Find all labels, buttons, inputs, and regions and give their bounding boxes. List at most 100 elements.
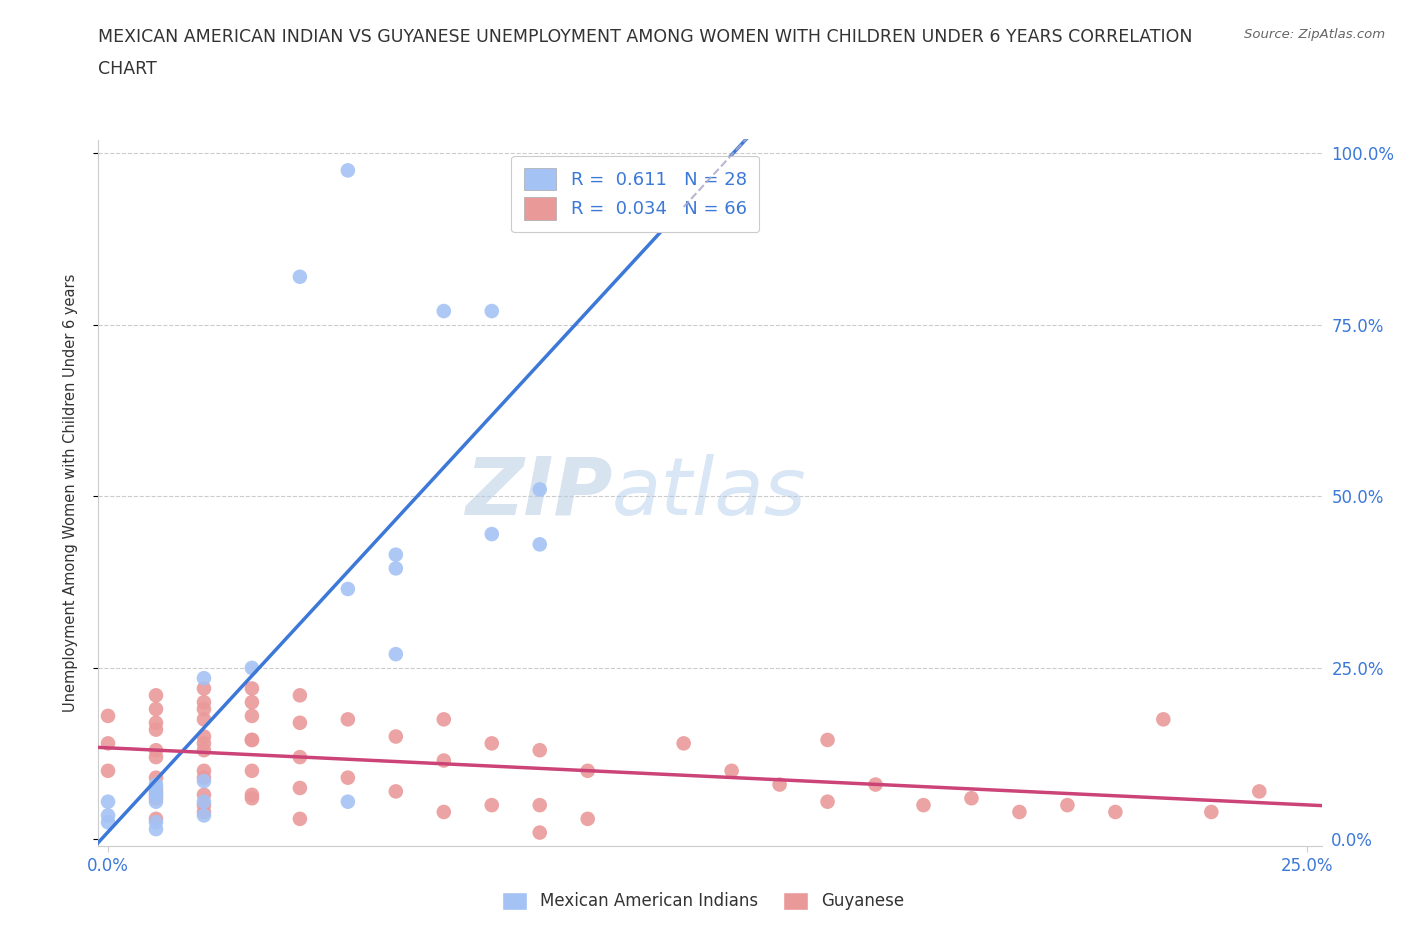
- Point: [576, 163, 599, 178]
- Point: [240, 790, 263, 805]
- Point: [145, 777, 167, 792]
- Point: [145, 811, 167, 826]
- Point: [240, 681, 263, 696]
- Y-axis label: Unemployment Among Women with Children Under 6 years: Unemployment Among Women with Children U…: [63, 273, 77, 712]
- Point: [145, 750, 167, 764]
- Point: [336, 770, 359, 785]
- Point: [240, 709, 263, 724]
- Point: [193, 788, 215, 803]
- Legend: Mexican American Indians, Guyanese: Mexican American Indians, Guyanese: [495, 885, 911, 917]
- Point: [481, 526, 503, 541]
- Point: [240, 733, 263, 748]
- Point: [1249, 784, 1271, 799]
- Point: [288, 688, 311, 703]
- Point: [145, 788, 167, 803]
- Text: ZIP: ZIP: [465, 454, 612, 532]
- Point: [145, 701, 167, 716]
- Point: [145, 723, 167, 737]
- Point: [529, 482, 551, 497]
- Point: [145, 790, 167, 805]
- Point: [193, 701, 215, 716]
- Point: [145, 770, 167, 785]
- Point: [817, 733, 839, 748]
- Point: [193, 808, 215, 823]
- Point: [145, 788, 167, 803]
- Text: MEXICAN AMERICAN INDIAN VS GUYANESE UNEMPLOYMENT AMONG WOMEN WITH CHILDREN UNDER: MEXICAN AMERICAN INDIAN VS GUYANESE UNEM…: [98, 28, 1192, 46]
- Point: [240, 788, 263, 803]
- Point: [193, 774, 215, 789]
- Point: [193, 804, 215, 819]
- Text: CHART: CHART: [98, 60, 157, 78]
- Point: [97, 709, 120, 724]
- Point: [385, 561, 408, 576]
- Point: [720, 764, 742, 778]
- Point: [481, 736, 503, 751]
- Point: [1201, 804, 1223, 819]
- Point: [97, 764, 120, 778]
- Point: [193, 681, 215, 696]
- Point: [145, 822, 167, 837]
- Point: [145, 780, 167, 795]
- Point: [97, 736, 120, 751]
- Point: [433, 303, 456, 318]
- Point: [433, 804, 456, 819]
- Point: [193, 695, 215, 710]
- Point: [385, 646, 408, 661]
- Point: [240, 660, 263, 675]
- Point: [193, 711, 215, 726]
- Point: [193, 798, 215, 813]
- Point: [240, 764, 263, 778]
- Point: [145, 743, 167, 758]
- Point: [336, 794, 359, 809]
- Point: [576, 811, 599, 826]
- Point: [433, 753, 456, 768]
- Legend: R =  0.611   N = 28, R =  0.034   N = 66: R = 0.611 N = 28, R = 0.034 N = 66: [512, 155, 759, 232]
- Point: [336, 581, 359, 596]
- Point: [288, 780, 311, 795]
- Point: [97, 794, 120, 809]
- Point: [768, 777, 790, 792]
- Point: [1104, 804, 1126, 819]
- Point: [481, 303, 503, 318]
- Point: [145, 815, 167, 830]
- Point: [193, 770, 215, 785]
- Point: [529, 743, 551, 758]
- Point: [193, 671, 215, 685]
- Point: [336, 711, 359, 726]
- Point: [240, 695, 263, 710]
- Point: [288, 715, 311, 730]
- Point: [529, 825, 551, 840]
- Point: [672, 736, 695, 751]
- Point: [865, 777, 887, 792]
- Point: [145, 715, 167, 730]
- Point: [529, 537, 551, 551]
- Point: [193, 794, 215, 809]
- Point: [576, 764, 599, 778]
- Point: [529, 798, 551, 813]
- Point: [912, 798, 935, 813]
- Point: [97, 808, 120, 823]
- Point: [433, 711, 456, 726]
- Point: [240, 733, 263, 748]
- Point: [193, 729, 215, 744]
- Point: [385, 784, 408, 799]
- Text: Source: ZipAtlas.com: Source: ZipAtlas.com: [1244, 28, 1385, 41]
- Point: [385, 729, 408, 744]
- Point: [1152, 711, 1174, 726]
- Point: [193, 764, 215, 778]
- Point: [336, 163, 359, 178]
- Point: [817, 794, 839, 809]
- Point: [385, 547, 408, 562]
- Text: atlas: atlas: [612, 454, 807, 532]
- Point: [288, 270, 311, 285]
- Point: [97, 815, 120, 830]
- Point: [145, 794, 167, 809]
- Point: [193, 743, 215, 758]
- Point: [145, 784, 167, 799]
- Point: [1056, 798, 1078, 813]
- Point: [145, 688, 167, 703]
- Point: [960, 790, 983, 805]
- Point: [288, 750, 311, 764]
- Point: [481, 798, 503, 813]
- Point: [1008, 804, 1031, 819]
